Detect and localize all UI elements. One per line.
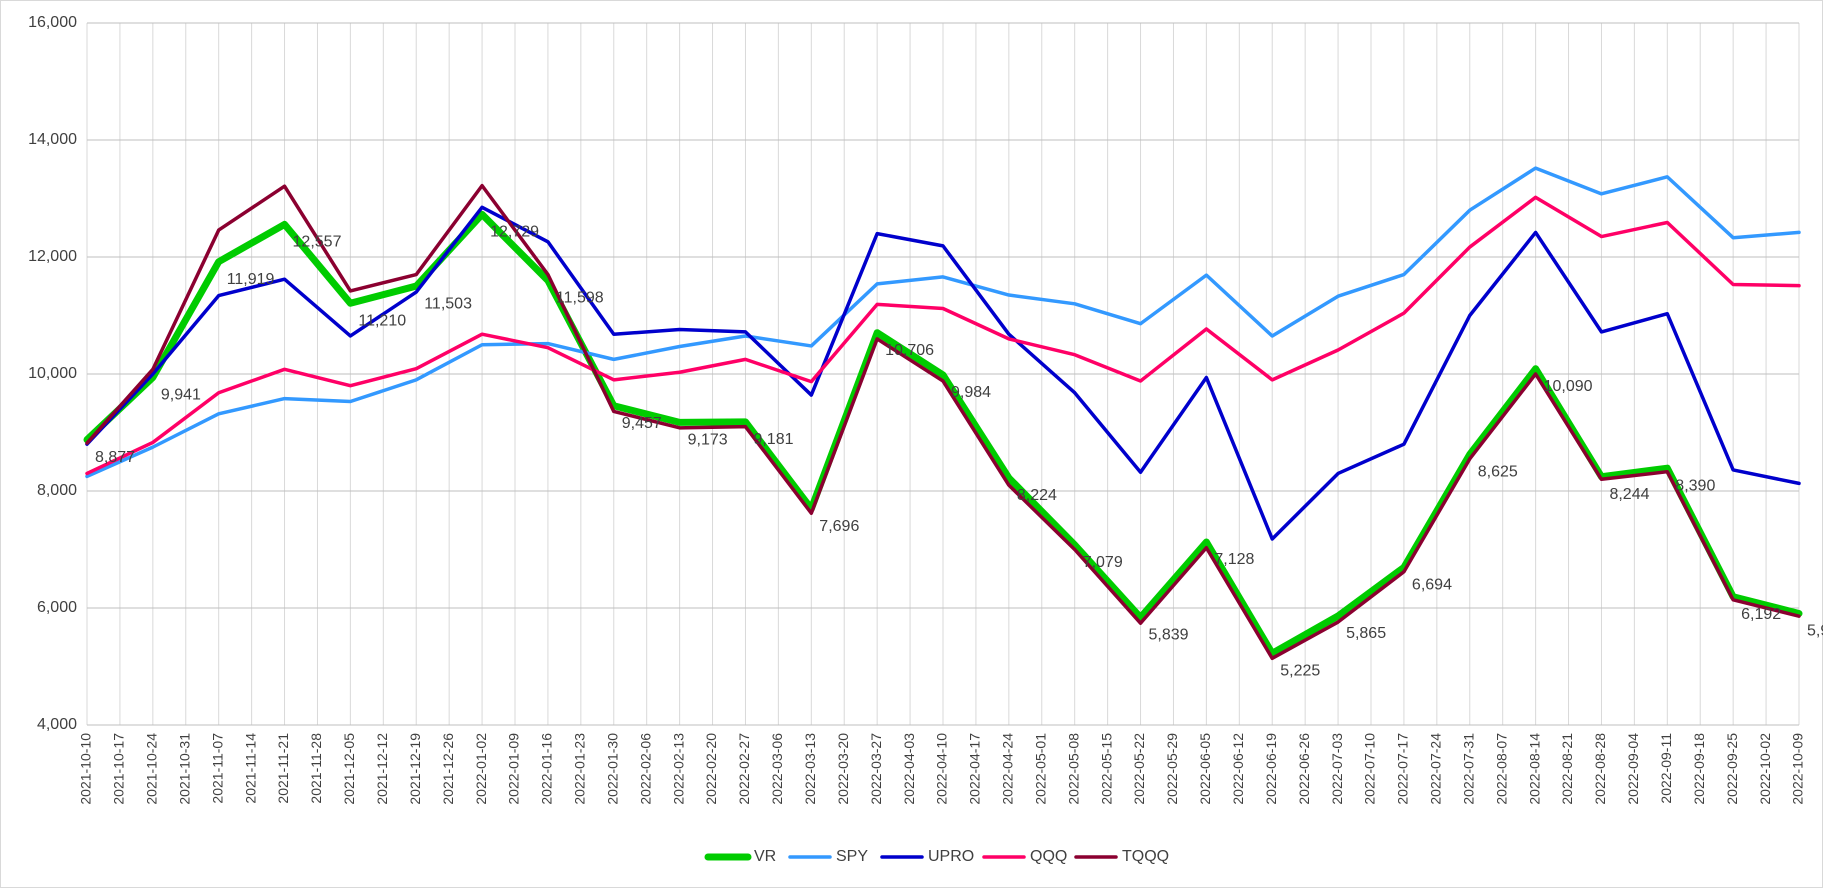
x-tick-label: 2022-04-17	[967, 733, 983, 805]
x-tick-label: 2022-08-28	[1592, 733, 1608, 805]
x-tick-label: 2022-09-18	[1691, 733, 1707, 805]
x-tick-label: 2021-11-21	[275, 733, 291, 804]
x-tick-label: 2021-12-26	[440, 733, 456, 805]
x-tick-label: 2022-06-12	[1230, 733, 1246, 805]
data-label: 9,173	[688, 432, 728, 449]
x-tick-label: 2022-04-10	[934, 733, 950, 805]
x-tick-label: 2022-02-13	[670, 733, 686, 805]
data-label: 8,244	[1609, 486, 1649, 503]
x-tick-label: 2022-09-25	[1724, 733, 1740, 805]
y-tick-label: 16,000	[28, 14, 77, 31]
x-tick-label: 2022-06-19	[1263, 733, 1279, 805]
x-tick-label: 2021-11-07	[209, 733, 225, 804]
x-tick-label: 2022-01-02	[473, 733, 489, 805]
data-label: 6,192	[1741, 606, 1781, 623]
legend-label: UPRO	[928, 848, 974, 865]
y-tick-label: 8,000	[37, 482, 77, 499]
data-label: 9,984	[951, 384, 991, 401]
x-tick-label: 2022-05-01	[1032, 733, 1048, 805]
data-label: 9,941	[161, 387, 201, 404]
x-tick-label: 2022-03-20	[835, 733, 851, 805]
series-line	[85, 166, 1801, 479]
x-tick-label: 2021-10-31	[176, 733, 192, 805]
y-tick-label: 4,000	[37, 716, 77, 733]
x-tick-label: 2022-05-22	[1131, 733, 1147, 805]
x-tick-label: 2022-01-23	[572, 733, 588, 805]
x-tick-label: 2022-01-09	[506, 733, 522, 805]
data-label: 9,181	[753, 431, 793, 448]
x-tick-label: 2022-10-02	[1757, 733, 1773, 805]
data-label: 11,598	[556, 290, 604, 307]
x-tick-label: 2022-02-20	[703, 733, 719, 805]
x-tick-label: 2022-02-06	[637, 733, 653, 805]
x-tick-label: 2022-08-14	[1526, 733, 1542, 805]
x-tick-label: 2022-06-05	[1197, 733, 1213, 805]
x-tick-label: 2022-05-15	[1098, 733, 1114, 805]
x-tick-label: 2022-07-10	[1362, 733, 1378, 805]
data-label: 7,079	[1083, 554, 1123, 571]
legend-label: TQQQ	[1122, 848, 1169, 865]
legend-label: VR	[754, 848, 776, 865]
x-tick-label: 2022-05-08	[1065, 733, 1081, 805]
x-tick-label: 2022-03-06	[769, 733, 785, 805]
x-tick-label: 2022-08-21	[1559, 733, 1575, 805]
legend-label: SPY	[836, 848, 868, 865]
x-tick-label: 2021-10-24	[144, 733, 160, 805]
x-tick-label: 2021-12-19	[407, 733, 423, 805]
x-tick-label: 2022-07-17	[1395, 733, 1411, 805]
data-label: 9,457	[622, 415, 662, 432]
data-label: 5,225	[1280, 663, 1320, 680]
x-tick-label: 2022-03-13	[802, 733, 818, 805]
y-tick-label: 10,000	[28, 365, 77, 382]
data-label: 5,906	[1807, 623, 1823, 640]
legend-label: QQQ	[1030, 848, 1067, 865]
data-label: 8,224	[1017, 487, 1057, 504]
x-tick-label: 2022-07-31	[1460, 733, 1476, 805]
series-line	[85, 195, 1801, 476]
data-label: 7,696	[819, 518, 859, 535]
data-label: 11,210	[358, 312, 406, 329]
data-label: 5,839	[1149, 627, 1189, 644]
data-label: 10,706	[885, 342, 934, 359]
data-label: 8,877	[95, 449, 135, 466]
data-label: 10,090	[1544, 378, 1593, 395]
x-tick-label: 2022-02-27	[736, 733, 752, 805]
x-tick-label: 2022-09-11	[1658, 733, 1674, 804]
x-tick-label: 2022-08-07	[1493, 733, 1509, 805]
x-tick-label: 2022-07-24	[1428, 733, 1444, 805]
series-line	[85, 205, 1801, 541]
data-label: 5,865	[1346, 625, 1386, 642]
x-tick-label: 2022-10-09	[1790, 733, 1806, 805]
x-tick-label: 2021-12-12	[374, 733, 390, 805]
y-tick-label: 14,000	[28, 131, 77, 148]
data-label: 7,128	[1214, 551, 1254, 568]
data-label: 8,390	[1675, 477, 1715, 494]
x-tick-label: 2021-11-14	[242, 733, 258, 804]
data-label: 12,557	[293, 234, 342, 251]
series-line	[85, 183, 1801, 661]
x-tick-label: 2022-07-03	[1329, 733, 1345, 805]
x-tick-label: 2021-10-10	[78, 733, 94, 805]
x-tick-label: 2021-10-17	[111, 733, 127, 805]
x-tick-label: 2022-06-26	[1296, 733, 1312, 805]
data-label: 6,694	[1412, 577, 1452, 594]
y-tick-label: 6,000	[37, 599, 77, 616]
x-tick-label: 2022-04-24	[1000, 733, 1016, 805]
data-label: 11,503	[424, 295, 472, 312]
x-tick-label: 2022-04-03	[901, 733, 917, 805]
x-tick-label: 2021-12-05	[341, 733, 357, 805]
x-tick-label: 2022-09-04	[1625, 733, 1641, 805]
series-line	[83, 210, 1803, 657]
x-tick-label: 2022-03-27	[868, 733, 884, 805]
x-tick-label: 2022-05-29	[1164, 733, 1180, 805]
x-tick-label: 2022-01-16	[539, 733, 555, 805]
data-label: 11,919	[227, 271, 275, 288]
x-tick-label: 2021-11-28	[308, 733, 324, 804]
y-tick-label: 12,000	[28, 248, 77, 265]
data-label: 8,625	[1478, 464, 1518, 481]
x-tick-label: 2022-01-30	[604, 733, 620, 805]
data-label: 12,729	[490, 224, 539, 241]
